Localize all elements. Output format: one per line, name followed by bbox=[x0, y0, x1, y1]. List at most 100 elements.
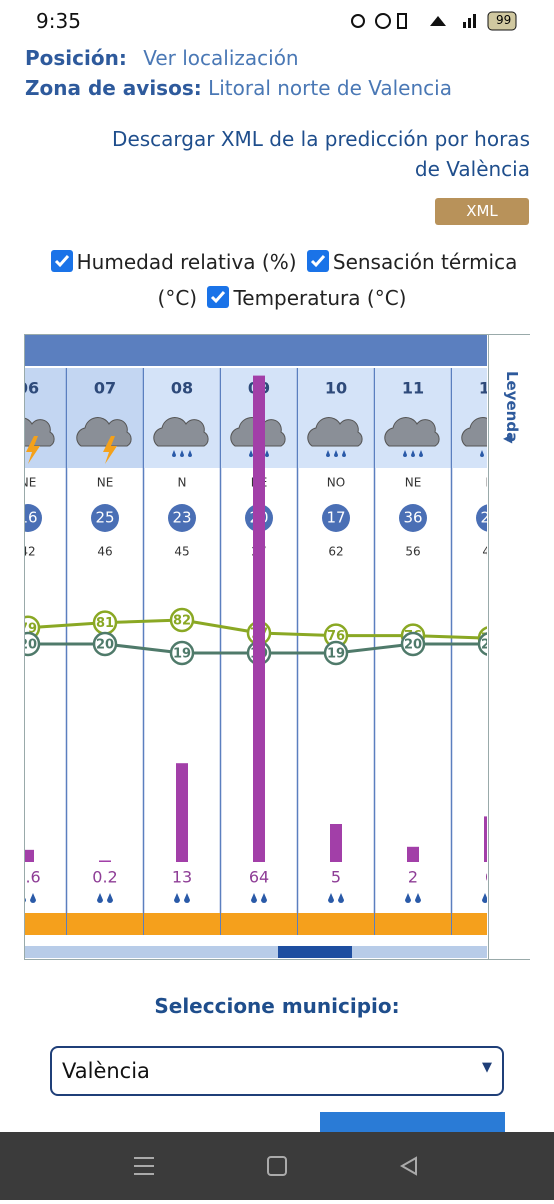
rain-drop bbox=[480, 450, 484, 457]
selected-municipality[interactable]: València bbox=[62, 1059, 150, 1083]
wind-gust: 62 bbox=[328, 545, 343, 559]
hour-label: 11 bbox=[402, 379, 424, 398]
weather-icon bbox=[25, 417, 55, 464]
precip-label: 0.2 bbox=[92, 868, 117, 887]
rain-drop bbox=[326, 450, 330, 457]
precip-bar bbox=[99, 860, 111, 862]
clock: 9:35 bbox=[36, 9, 81, 33]
zone-row: Zona de avisos: Litoral norte de Valenci… bbox=[25, 76, 452, 100]
temperature-line-point bbox=[323, 640, 349, 666]
wind-gust: 46 bbox=[97, 545, 112, 559]
rain-drop bbox=[265, 450, 269, 457]
precip-bar bbox=[407, 846, 419, 862]
layer-label[interactable]: Sensación térmica (°C) bbox=[157, 250, 518, 310]
cloud bbox=[384, 417, 440, 447]
warning-band bbox=[298, 913, 374, 935]
rain-icon bbox=[261, 893, 267, 903]
municipality-label: Seleccione municipio: bbox=[154, 994, 400, 1018]
precip-bar bbox=[484, 816, 487, 862]
position-link[interactable]: Ver localización bbox=[143, 46, 299, 70]
rain-drop bbox=[249, 450, 253, 457]
submit-button[interactable] bbox=[320, 1112, 505, 1132]
rain-icon bbox=[328, 893, 334, 903]
checkbox[interactable] bbox=[207, 286, 230, 308]
rain-icon bbox=[107, 893, 113, 903]
temperature-line-point bbox=[92, 631, 118, 657]
wind-speed-marker bbox=[25, 504, 42, 532]
weather-icon bbox=[76, 417, 132, 464]
zone-value: Litoral norte de Valencia bbox=[208, 76, 452, 100]
wind-gust: 45 bbox=[174, 545, 189, 559]
warning-band bbox=[221, 913, 297, 935]
layer-label[interactable]: Temperatura (°C) bbox=[233, 286, 407, 310]
download-link[interactable]: Descargar XML de la predicción por horas… bbox=[112, 127, 530, 181]
cloud bbox=[76, 417, 132, 447]
checkbox[interactable] bbox=[50, 250, 73, 272]
scroll-thumb[interactable] bbox=[278, 946, 352, 958]
temperature-line-label: 19 bbox=[327, 647, 345, 662]
weather-icon bbox=[384, 417, 440, 457]
forecast-chart: 06NE16421.607NE25460.208N23451309NE20276… bbox=[25, 335, 487, 935]
temperature-line-label: 20 bbox=[481, 638, 487, 653]
humidity-line-label: 76 bbox=[327, 629, 345, 644]
rain-icon bbox=[482, 893, 487, 903]
rain-drop bbox=[172, 450, 176, 457]
status-icons bbox=[351, 11, 517, 31]
legend-panel[interactable]: Leyenda ◀ bbox=[488, 335, 530, 959]
temperature-line-label: 19 bbox=[173, 647, 191, 662]
cloud bbox=[307, 417, 363, 447]
rain-drop bbox=[180, 450, 184, 457]
precip-bar bbox=[176, 763, 188, 862]
cloud bbox=[153, 417, 209, 447]
wind-gust: 42 bbox=[25, 545, 36, 559]
wind-speed: 25 bbox=[95, 509, 114, 527]
warning-band bbox=[144, 913, 220, 935]
weather-icon bbox=[153, 417, 209, 457]
wind-speed-marker bbox=[399, 504, 427, 532]
rain-drop bbox=[419, 450, 423, 457]
temperature-line-label: 20 bbox=[96, 638, 114, 653]
scrollbar[interactable] bbox=[25, 946, 487, 958]
precip-label: 1.6 bbox=[25, 868, 41, 887]
cloud bbox=[461, 417, 487, 447]
humidity-line-label: 81 bbox=[96, 616, 114, 631]
temperature-line-label: 20 bbox=[25, 638, 37, 653]
municipality-select[interactable]: València ▼ bbox=[50, 1046, 504, 1096]
rain-icon bbox=[174, 893, 180, 903]
select-arrow[interactable]: ▼ bbox=[482, 1060, 492, 1075]
rain-drop bbox=[334, 450, 338, 457]
wind-speed: 23 bbox=[172, 509, 191, 527]
rain-drop bbox=[411, 450, 415, 457]
hour-label: 08 bbox=[171, 379, 193, 398]
hour-label: 12 bbox=[479, 379, 487, 398]
temperature-line-point bbox=[169, 640, 195, 666]
temperature-line-point bbox=[25, 631, 41, 657]
wind-direction: NE bbox=[25, 476, 36, 490]
warning-band bbox=[375, 913, 451, 935]
temperature-line-label: 20 bbox=[404, 638, 422, 653]
hour-label: 07 bbox=[94, 379, 116, 398]
precip-label: 5 bbox=[331, 868, 341, 887]
precip-bar bbox=[253, 375, 265, 862]
checkbox[interactable] bbox=[306, 250, 329, 272]
lightning bbox=[26, 436, 40, 464]
precip-bar bbox=[330, 824, 342, 862]
legend-arrow[interactable]: ◀ bbox=[503, 431, 513, 445]
weather-icon bbox=[307, 417, 363, 457]
wind-speed: 17 bbox=[326, 509, 345, 527]
layer-label[interactable]: Humedad relativa (%) bbox=[76, 250, 297, 274]
wind-speed-marker bbox=[322, 504, 350, 532]
warning-band bbox=[25, 913, 66, 935]
precip-label: 13 bbox=[172, 868, 192, 887]
rain-drop bbox=[403, 450, 407, 457]
wind-direction: N bbox=[178, 476, 187, 490]
rain-icon bbox=[184, 893, 190, 903]
xml-button[interactable]: XML bbox=[435, 198, 529, 225]
nav-bar bbox=[0, 1132, 554, 1200]
temperature-line-point bbox=[477, 632, 487, 656]
rain-icon bbox=[25, 897, 26, 903]
wind-direction: NE bbox=[405, 476, 422, 490]
rain-drop bbox=[342, 450, 346, 457]
rain-icon bbox=[415, 893, 421, 903]
